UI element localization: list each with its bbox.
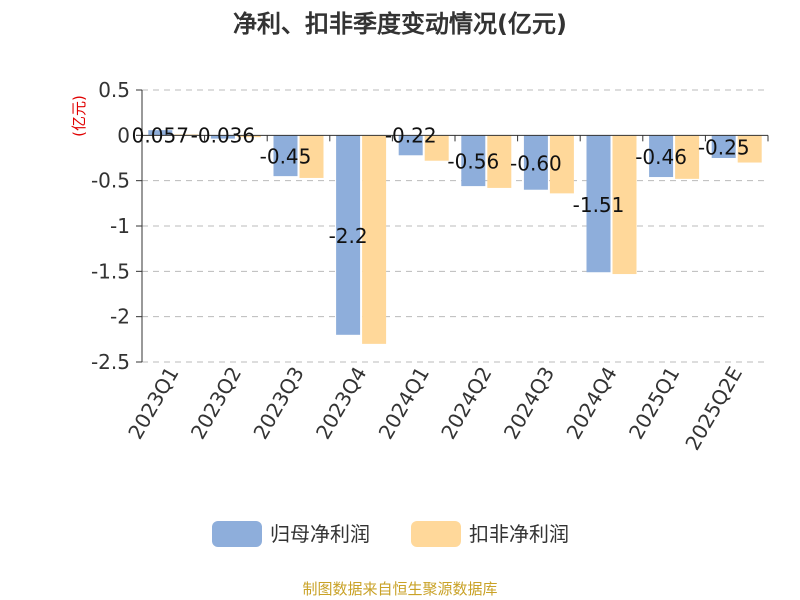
data-label: -1.51 xyxy=(573,193,625,217)
bars xyxy=(148,130,762,344)
data-label: -0.45 xyxy=(260,145,312,169)
y-tick-label: -0.5 xyxy=(91,169,130,193)
y-axis-label: (亿元) xyxy=(70,95,88,137)
bar-net-profit-2024Q3 xyxy=(523,135,548,190)
y-tick-label: -1.5 xyxy=(91,259,130,283)
data-label: -2.2 xyxy=(329,224,368,248)
bar-net-profit-2023Q1 xyxy=(148,130,173,136)
data-label: -0.56 xyxy=(447,150,499,174)
bar-net-profit-2024Q4 xyxy=(586,135,611,273)
legend-swatch-deducted-profit xyxy=(411,521,461,547)
x-tick-label: 2023Q1 xyxy=(123,363,183,444)
data-label: -0.22 xyxy=(385,123,437,147)
legend-label-deducted-profit: 扣非净利润 xyxy=(469,522,569,546)
data-label: -0.60 xyxy=(510,152,562,176)
legend: 归母净利润 扣非净利润 xyxy=(212,521,569,547)
bar-deducted-profit-2023Q2 xyxy=(236,135,261,138)
bar-net-profit-2023Q3 xyxy=(273,135,298,177)
y-tick-label: -2.5 xyxy=(91,350,130,374)
x-tick-label: 2025Q2E xyxy=(680,363,747,455)
x-tick-label: 2025Q1 xyxy=(624,363,684,444)
x-tick-label: 2024Q4 xyxy=(561,363,621,444)
data-label: -0.036 xyxy=(191,123,255,147)
data-label: -0.46 xyxy=(635,145,687,169)
x-tick-label: 2024Q1 xyxy=(374,363,434,444)
y-tick-label: -2 xyxy=(110,305,130,329)
data-label: 0.057 xyxy=(132,123,189,147)
data-source-note: 制图数据来自恒生聚源数据库 xyxy=(302,580,497,598)
bar-deducted-profit-2024Q1 xyxy=(424,135,449,161)
x-tick-label: 2024Q2 xyxy=(436,363,496,444)
bar-deducted-profit-2025Q1 xyxy=(675,135,700,179)
x-tick-label: 2023Q4 xyxy=(311,363,371,444)
x-tick-label: 2024Q3 xyxy=(499,363,559,444)
bar-net-profit-2025Q1 xyxy=(649,135,674,178)
bar-net-profit-2024Q1 xyxy=(398,135,423,156)
grid-lines xyxy=(142,89,768,363)
x-tick-label: 2023Q3 xyxy=(248,363,308,444)
legend-swatch-net-profit xyxy=(212,521,262,547)
x-tick-label: 2023Q2 xyxy=(186,363,246,444)
data-labels: 0.057 -0.036-0.45 -2.2 -0.22 -0.56 -0.60 -1.51… xyxy=(132,123,750,248)
bar-deducted-profit-2025Q2E xyxy=(737,135,762,163)
bar-deducted-profit-2023Q3 xyxy=(299,135,324,178)
bar-deducted-profit-2024Q3 xyxy=(549,135,574,194)
bar-deducted-profit-2023Q4 xyxy=(362,135,387,344)
bar-net-profit-2023Q4 xyxy=(336,135,361,335)
bar-net-profit-2024Q2 xyxy=(461,135,486,187)
bar-net-profit-2025Q2E xyxy=(711,135,736,158)
y-tick-label: -1 xyxy=(110,214,130,238)
bar-net-profit-2023Q2 xyxy=(210,135,235,139)
y-tick-label: 0.5 xyxy=(98,78,130,102)
bar-deducted-profit-2024Q2 xyxy=(487,135,512,188)
y-tick-label: 0 xyxy=(117,123,130,147)
bar-deducted-profit-2024Q4 xyxy=(612,135,637,275)
chart-title: 净利、扣非季度变动情况(亿元) xyxy=(233,10,567,38)
data-label: -0.25 xyxy=(698,136,750,160)
legend-label-net-profit: 归母净利润 xyxy=(270,522,370,546)
